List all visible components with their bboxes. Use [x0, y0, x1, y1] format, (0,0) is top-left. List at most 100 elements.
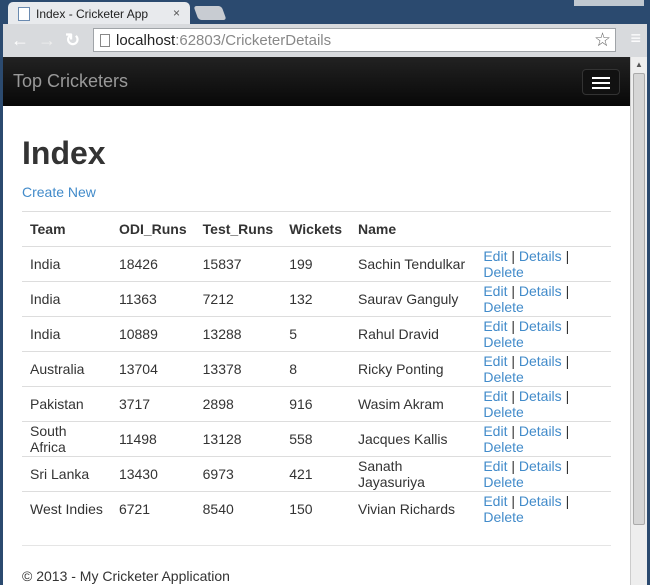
back-icon[interactable]: ←: [11, 30, 29, 50]
separator: |: [511, 318, 515, 334]
table-cell: 150: [281, 491, 350, 527]
chrome-menu-icon[interactable]: ≡: [630, 28, 641, 48]
details-link[interactable]: Details: [518, 423, 562, 439]
separator: |: [565, 388, 570, 404]
table-cell: 7212: [194, 281, 282, 317]
address-bar[interactable]: localhost:62803/CricketerDetails ☆: [93, 28, 616, 52]
details-link[interactable]: Details: [518, 318, 562, 334]
row-actions: Edit | Details | Delete: [475, 246, 611, 282]
table-cell: Vivian Richards: [349, 491, 476, 527]
cricketers-table: Team ODI_Runs Test_Runs Wickets Name India 18…: [22, 211, 611, 527]
edit-link[interactable]: Edit: [483, 458, 508, 474]
close-tab-icon[interactable]: ×: [172, 6, 180, 20]
table-cell: 13288: [194, 316, 282, 352]
url-path: :62803/CricketerDetails: [175, 32, 332, 49]
delete-link[interactable]: Delete: [483, 474, 524, 490]
details-link[interactable]: Details: [518, 283, 562, 299]
delete-link[interactable]: Delete: [483, 334, 524, 350]
table-cell: 199: [281, 246, 350, 282]
row-actions: Edit | Details | Delete: [475, 421, 611, 457]
scroll-up-arrow-icon[interactable]: ▲: [635, 60, 643, 69]
column-header: Wickets: [281, 211, 350, 247]
table-row: Pakistan 3717 2898 916 Wasim Akram Edit | Det…: [22, 386, 611, 422]
delete-link[interactable]: Delete: [483, 439, 524, 455]
separator: |: [511, 458, 515, 474]
create-new-link[interactable]: Create New: [22, 184, 96, 200]
table-cell: 5: [281, 316, 350, 352]
delete-link[interactable]: Delete: [483, 264, 524, 280]
delete-link[interactable]: Delete: [483, 369, 524, 385]
details-link[interactable]: Details: [518, 493, 562, 510]
bookmark-star-icon[interactable]: ☆: [593, 30, 611, 51]
separator: |: [565, 248, 570, 264]
delete-link[interactable]: Delete: [483, 404, 524, 420]
browser-toolbar: ← → ↻ localhost:62803/CricketerDetails ☆…: [3, 24, 647, 57]
table-cell: Australia: [22, 351, 111, 387]
tab-title: Index - Cricketer App: [36, 7, 149, 21]
separator: |: [511, 493, 515, 510]
table-cell: South Africa: [22, 421, 111, 457]
details-link[interactable]: Details: [518, 458, 562, 474]
edit-link[interactable]: Edit: [483, 493, 508, 510]
delete-link[interactable]: Delete: [483, 509, 524, 526]
table-cell: Rahul Dravid: [349, 316, 476, 352]
separator: |: [565, 458, 570, 474]
column-header: Test_Runs: [194, 211, 282, 247]
details-link[interactable]: Details: [518, 248, 562, 264]
table-cell: 3717: [110, 386, 195, 422]
forward-icon[interactable]: →: [38, 30, 56, 50]
table-cell: 13430: [110, 456, 195, 492]
brand-link[interactable]: Top Cricketers: [13, 71, 129, 91]
table-cell: 13128: [194, 421, 282, 457]
row-actions: Edit | Details | Delete: [475, 316, 611, 352]
navbar: Top Cricketers: [3, 57, 630, 106]
details-link[interactable]: Details: [518, 353, 562, 369]
edit-link[interactable]: Edit: [483, 318, 508, 334]
edit-link[interactable]: Edit: [483, 388, 508, 404]
delete-link[interactable]: Delete: [483, 299, 524, 315]
separator: |: [565, 493, 570, 510]
table-cell: Pakistan: [22, 386, 111, 422]
vertical-scrollbar[interactable]: ▲: [630, 57, 647, 585]
column-header: Team: [22, 211, 111, 247]
table-cell: 18426: [110, 246, 195, 282]
edit-link[interactable]: Edit: [483, 248, 508, 264]
table-cell: 2898: [194, 386, 282, 422]
table-cell: Sachin Tendulkar: [349, 246, 476, 282]
table-cell: Ricky Ponting: [349, 351, 476, 387]
row-actions: Edit | Details | Delete: [475, 351, 611, 387]
row-actions: Edit | Details | Delete: [475, 386, 611, 422]
column-header: ODI_Runs: [110, 211, 195, 247]
edit-link[interactable]: Edit: [483, 423, 508, 439]
table-cell: Saurav Ganguly: [349, 281, 476, 317]
table-cell: 8540: [194, 491, 282, 527]
table-cell: India: [22, 281, 111, 317]
table-cell: Wasim Akram: [349, 386, 476, 422]
table-cell: 10889: [110, 316, 195, 352]
row-actions: Edit | Details | Delete: [475, 281, 611, 317]
separator: |: [565, 423, 570, 439]
window-controls[interactable]: [574, 0, 644, 6]
column-header: Name: [349, 211, 476, 247]
table-cell: India: [22, 316, 111, 352]
reload-icon[interactable]: ↻: [65, 30, 81, 50]
table-cell: 8: [281, 351, 350, 387]
table-cell: 13704: [110, 351, 195, 387]
separator: |: [565, 283, 570, 299]
table-cell: India: [22, 246, 111, 282]
separator: |: [511, 423, 515, 439]
row-actions: Edit | Details | Delete: [475, 491, 611, 527]
edit-link[interactable]: Edit: [483, 353, 508, 369]
table-cell: Sanath Jayasuriya: [349, 456, 476, 492]
separator: |: [511, 353, 515, 369]
browser-tab[interactable]: Index - Cricketer App ×: [8, 2, 190, 26]
navbar-toggle-hamburger-icon[interactable]: [582, 69, 620, 95]
edit-link[interactable]: Edit: [483, 283, 508, 299]
details-link[interactable]: Details: [518, 388, 562, 404]
table-row: South Africa 11498 13128 558 Jacques Kallis E…: [22, 421, 611, 457]
separator: |: [565, 353, 570, 369]
new-tab-button[interactable]: [193, 6, 227, 20]
scrollbar-thumb[interactable]: [633, 73, 645, 525]
footer-text: © 2013 - My Cricketer Application: [22, 568, 230, 584]
url-host: localhost: [116, 32, 176, 49]
